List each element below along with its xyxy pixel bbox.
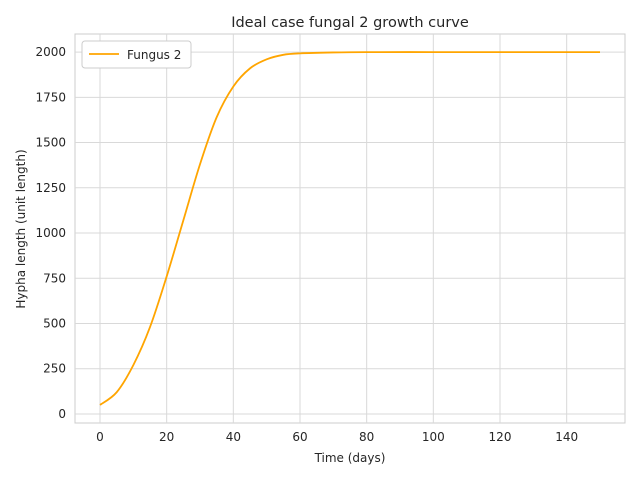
x-tick-label: 80 <box>359 430 374 444</box>
y-tick-label: 1500 <box>35 136 66 150</box>
y-tick-label: 0 <box>58 407 66 421</box>
y-axis-label: Hypha length (unit length) <box>14 149 28 308</box>
y-tick-label: 750 <box>43 271 66 285</box>
y-tick-label: 1250 <box>35 181 66 195</box>
chart-title: Ideal case fungal 2 growth curve <box>231 15 469 31</box>
y-tick-label: 1000 <box>35 226 66 240</box>
y-tick-label: 250 <box>43 362 66 376</box>
y-tick-labels: 0 250 500 750 1000 1250 1500 1750 2000 <box>35 45 66 421</box>
legend: Fungus 2 <box>81 40 192 69</box>
series-layer <box>99 51 600 406</box>
y-tick-label: 500 <box>43 316 66 330</box>
series-line-fungus-2 <box>99 51 600 406</box>
x-tick-label: 40 <box>226 430 241 444</box>
x-tick-label: 20 <box>159 430 174 444</box>
y-tick-label: 1750 <box>35 90 66 104</box>
legend-box <box>81 40 192 69</box>
x-axis-label: Time (days) <box>314 451 386 465</box>
x-tick-label: 120 <box>489 430 512 444</box>
legend-label-fungus-2: Fungus 2 <box>127 48 181 62</box>
x-tick-label: 0 <box>96 430 104 444</box>
plot-area <box>74 33 626 424</box>
x-tick-label: 140 <box>555 430 578 444</box>
y-tick-label: 2000 <box>35 45 66 59</box>
x-tick-labels: 0 20 40 60 80 100 120 140 <box>96 430 578 444</box>
x-tick-label: 60 <box>292 430 307 444</box>
x-tick-label: 100 <box>422 430 445 444</box>
